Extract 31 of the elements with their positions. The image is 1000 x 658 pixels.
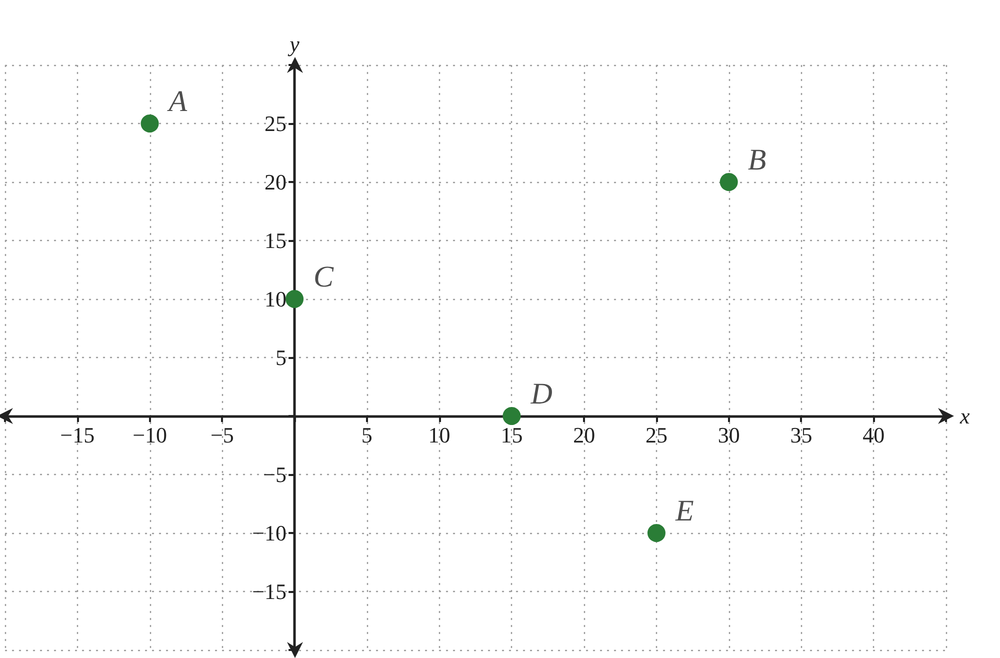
x-tick-label: −5 xyxy=(210,422,234,448)
y-tick-label: −5 xyxy=(263,462,287,487)
annotation: A xyxy=(166,85,188,118)
y-axis-title: y xyxy=(288,32,300,56)
y-tick-label: 5 xyxy=(276,345,287,370)
x-tick-label: 10 xyxy=(428,422,450,448)
x-tick-label: 30 xyxy=(718,422,740,448)
point xyxy=(140,114,159,132)
y-tick-label: −10 xyxy=(252,520,287,546)
x-axis-title: x xyxy=(959,404,970,428)
annotation: C xyxy=(314,260,335,294)
x-tick-label: 20 xyxy=(573,422,596,448)
y-tick-label: 25 xyxy=(264,111,287,136)
point xyxy=(502,407,521,425)
annotation: E xyxy=(674,494,694,528)
x-tick-label: 40 xyxy=(862,422,885,448)
point xyxy=(720,173,738,191)
y-tick-label: 20 xyxy=(264,170,287,194)
x-tick-label: −15 xyxy=(60,422,95,448)
y-tick-label: 15 xyxy=(264,228,287,253)
x-tick-label: 5 xyxy=(361,422,372,448)
point xyxy=(286,290,304,308)
y-tick-label: 10 xyxy=(264,286,287,312)
x-tick-label: 25 xyxy=(645,422,668,448)
x-tick-label: 15 xyxy=(500,422,523,448)
x-tick-label: −10 xyxy=(132,422,167,448)
x-tick-label: 35 xyxy=(790,422,812,448)
annotation: B xyxy=(748,144,766,176)
y-tick-label: −15 xyxy=(252,579,287,604)
annotation: D xyxy=(530,378,553,410)
point xyxy=(647,524,666,542)
